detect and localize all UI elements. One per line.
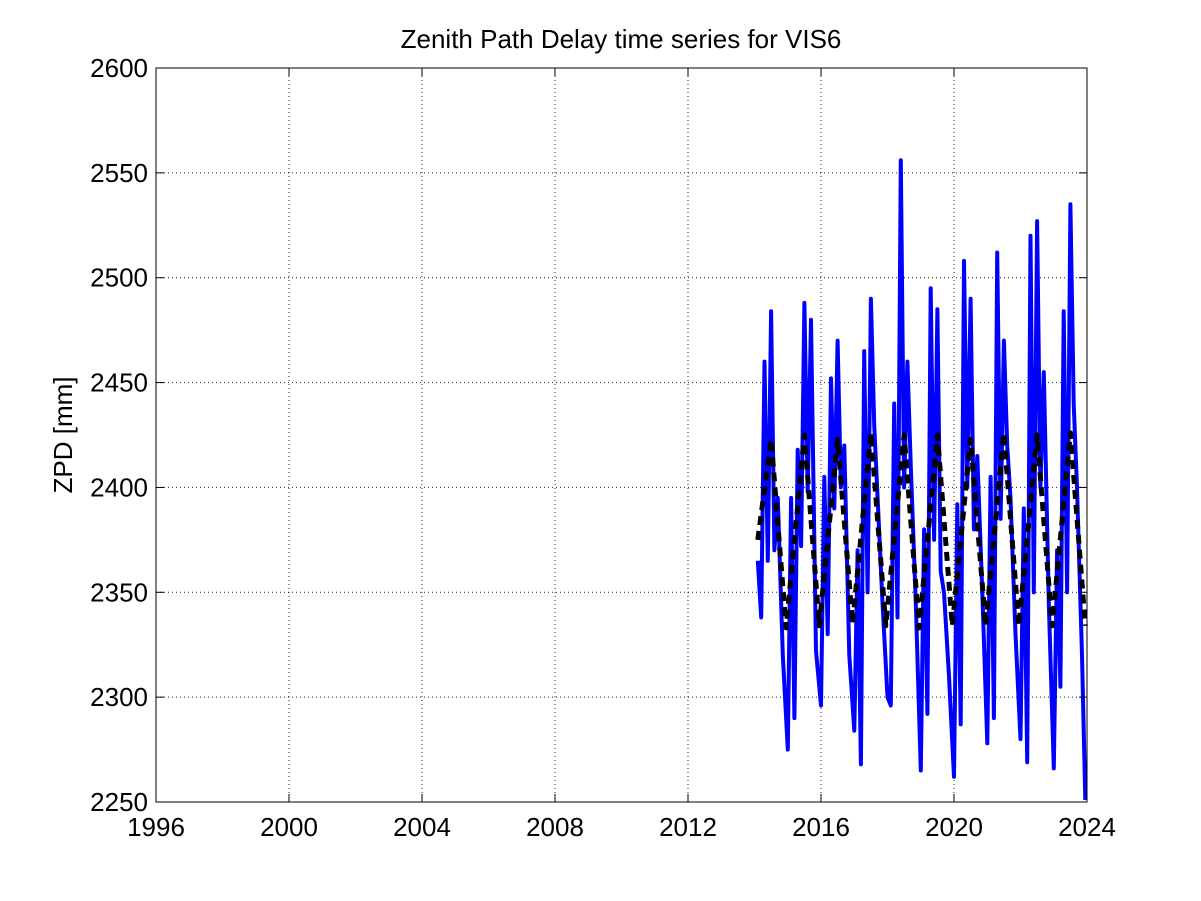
- x-tick-label: 2020: [925, 812, 983, 842]
- x-tick-label: 2004: [393, 812, 451, 842]
- x-tick-label: 2008: [526, 812, 584, 842]
- x-tick-label: 2024: [1058, 812, 1116, 842]
- x-tick-label: 2016: [792, 812, 850, 842]
- seasonal-fit-line: [755, 430, 1088, 631]
- y-tick-label: 2500: [90, 263, 148, 293]
- y-tick-label: 2400: [90, 472, 148, 502]
- y-tick-label: 2600: [90, 53, 148, 83]
- y-tick-label: 2550: [90, 158, 148, 188]
- y-tick-label: 2450: [90, 368, 148, 398]
- plot-area-frame: [155, 67, 1088, 803]
- chart-title: Zenith Path Delay time series for VIS6: [401, 24, 842, 54]
- tick-labels: 1996 2000 2004 2008 2012 2016 2020 2024 2250 2300…: [90, 53, 1116, 842]
- y-tick-label: 2300: [90, 682, 148, 712]
- series-layer: [755, 158, 1088, 800]
- tick-marks: [155, 67, 1088, 803]
- x-tick-label: 1996: [127, 812, 185, 842]
- grid-lines: [156, 68, 1087, 802]
- x-tick-label: 2012: [659, 812, 717, 842]
- zpd-series-line: [755, 158, 1088, 800]
- y-axis-label: ZPD [mm]: [48, 377, 78, 494]
- y-tick-label: 2250: [90, 787, 148, 817]
- y-tick-label: 2350: [90, 577, 148, 607]
- x-tick-label: 2000: [260, 812, 318, 842]
